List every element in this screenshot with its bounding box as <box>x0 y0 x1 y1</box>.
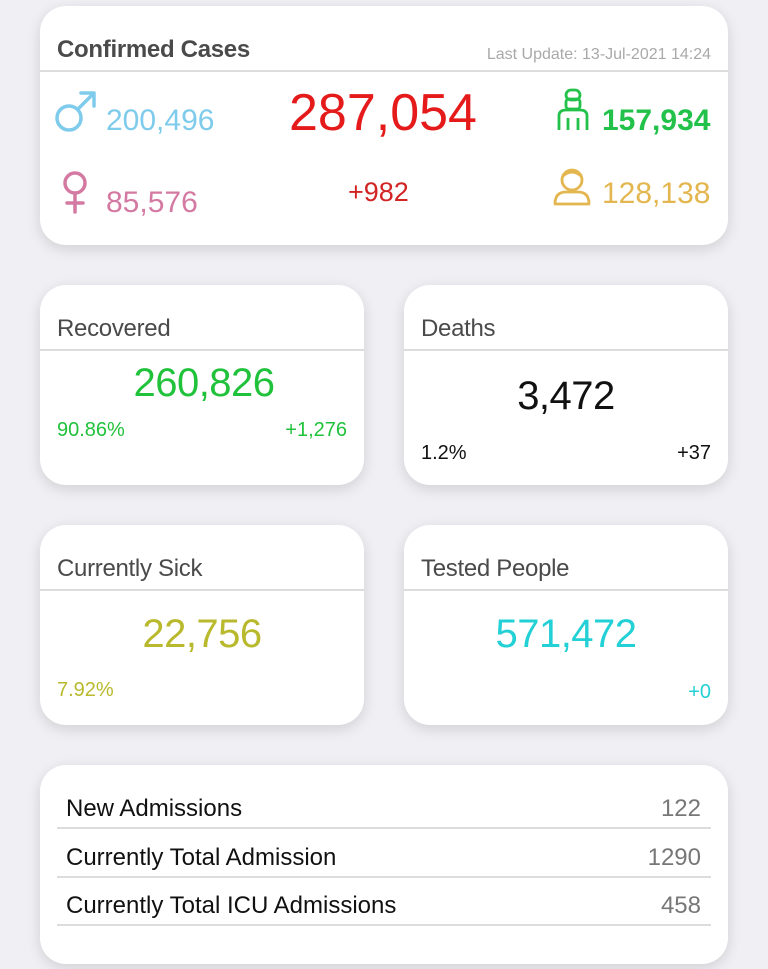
child-person-icon <box>552 166 592 211</box>
currently-sick-card: Currently Sick 22,756 7.92% <box>40 525 364 725</box>
card-header: Deaths <box>404 285 728 351</box>
list-item: Currently Total Admission 1290 <box>57 830 711 878</box>
last-update-timestamp: Last Update: 13-Jul-2021 14:24 <box>486 46 711 63</box>
admission-label: New Admissions <box>66 795 243 822</box>
admission-value: 1290 <box>647 844 701 871</box>
admission-value: 458 <box>660 892 701 919</box>
tested-count: 571,472 <box>495 612 637 656</box>
male-cases-count: 200,496 <box>106 104 215 137</box>
recovered-card: Recovered 260,826 90.86% +1,276 <box>40 285 364 485</box>
female-cases-count: 85,576 <box>106 186 198 219</box>
sick-count: 22,756 <box>142 612 262 656</box>
deaths-delta: +37 <box>677 442 711 464</box>
total-confirmed-count: 287,054 <box>289 84 477 142</box>
card-title: Recovered <box>57 315 171 342</box>
adult-cases-count: 157,934 <box>602 104 711 137</box>
deaths-count: 3,472 <box>517 374 615 418</box>
card-header: Recovered <box>40 285 364 351</box>
confirmed-cases-card: Confirmed Cases Last Update: 13-Jul-2021… <box>40 6 728 245</box>
card-title: Deaths <box>421 315 496 342</box>
new-confirmed-count: +982 <box>348 177 409 207</box>
adult-person-icon <box>555 88 591 137</box>
list-item: Currently Total ICU Admissions 458 <box>57 878 711 926</box>
male-symbol-icon <box>54 88 98 139</box>
card-header: Confirmed Cases Last Update: 13-Jul-2021… <box>40 6 728 72</box>
recovered-percent: 90.86% <box>57 419 125 441</box>
card-title: Tested People <box>421 555 570 582</box>
list-item: New Admissions 122 <box>57 781 711 829</box>
tested-delta: +0 <box>688 681 711 703</box>
card-header: Tested People <box>404 525 728 591</box>
card-title: Currently Sick <box>57 555 203 582</box>
sick-percent: 7.92% <box>57 679 114 701</box>
child-cases-count: 128,138 <box>602 177 711 210</box>
female-symbol-icon <box>61 170 89 219</box>
deaths-card: Deaths 3,472 1.2% +37 <box>404 285 728 485</box>
card-header: Currently Sick <box>40 525 364 591</box>
recovered-count: 260,826 <box>133 361 275 405</box>
admission-value: 122 <box>660 795 701 822</box>
card-title: Confirmed Cases <box>57 36 250 63</box>
admission-label: Currently Total Admission <box>66 844 337 871</box>
deaths-percent: 1.2% <box>421 442 467 464</box>
tested-people-card: Tested People 571,472 +0 <box>404 525 728 725</box>
admissions-card: New Admissions 122 Currently Total Admis… <box>40 765 728 964</box>
admission-label: Currently Total ICU Admissions <box>66 892 397 919</box>
recovered-delta: +1,276 <box>285 419 347 441</box>
